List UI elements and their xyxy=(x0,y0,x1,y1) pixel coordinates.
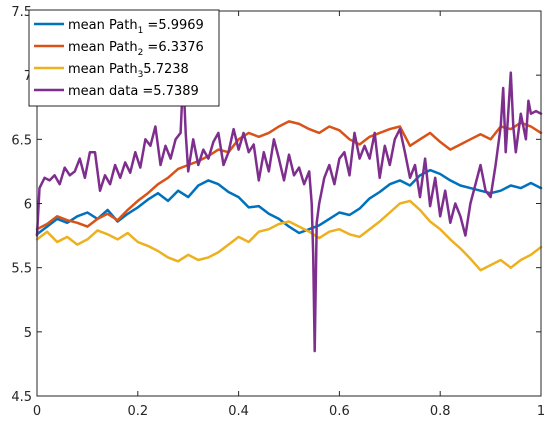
legend-label-4: mean data =5.7389 xyxy=(68,84,199,99)
legend-label-3: mean Path35.7238 xyxy=(68,62,189,80)
ticks-layer: 0 0.2 0.4 0.6 0.8 1 4.5 5 5.5 6 6.5 7 7.5 xyxy=(11,5,545,419)
legend-label-main: mean data =5.7389 xyxy=(68,84,199,99)
y-tick-label: 5 xyxy=(24,326,32,341)
series-layer xyxy=(35,71,543,353)
y-tick-label: 5.5 xyxy=(11,262,32,277)
y-tick-label: 7.5 xyxy=(11,5,32,20)
x-tick-label: 1 xyxy=(537,404,545,419)
legend-label-subscript: 3 xyxy=(138,70,144,80)
x-tick-label: 0.4 xyxy=(228,404,249,419)
series-line-4 xyxy=(35,71,543,353)
legend-label-value: 5.7238 xyxy=(143,62,189,77)
legend-label-value: =5.9969 xyxy=(143,18,204,33)
legend-label-1: mean Path1 =5.9969 xyxy=(68,18,204,36)
legend-label-2: mean Path2 =6.3376 xyxy=(68,40,204,58)
series-line-1 xyxy=(35,168,543,236)
y-tick-label: 6.5 xyxy=(11,133,32,148)
series-line-3 xyxy=(35,199,543,272)
legend-label-main: mean Path xyxy=(68,18,138,33)
x-tick-label: 0.2 xyxy=(127,404,148,419)
series-line-2 xyxy=(35,120,543,231)
legend-label-value: =6.3376 xyxy=(143,40,204,55)
y-tick-label: 6 xyxy=(24,198,32,213)
x-tick-label: 0.6 xyxy=(329,404,350,419)
legend-label-subscript: 1 xyxy=(138,26,144,36)
legend-label-main: mean Path xyxy=(68,40,138,55)
y-tick-label: 4.5 xyxy=(11,390,32,405)
x-tick-label: 0.8 xyxy=(430,404,451,419)
x-tick-label: 0 xyxy=(33,404,41,419)
legend-label-main: mean Path xyxy=(68,62,138,77)
legend-label-subscript: 2 xyxy=(138,48,144,58)
y-tick-label: 7 xyxy=(24,69,32,84)
